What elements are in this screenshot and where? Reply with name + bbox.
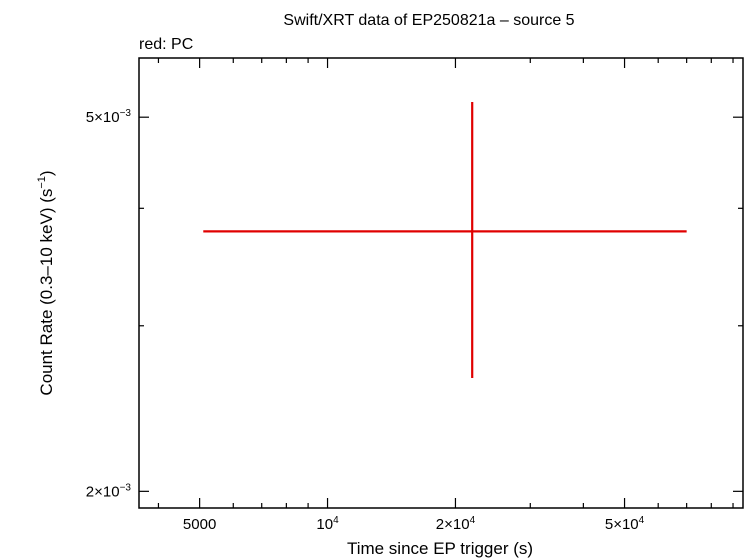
y-tick-label: 5×10−3 [86, 108, 132, 126]
y-axis-label: Count Rate (0.3–10 keV) (s−1) [36, 170, 56, 395]
axis-tick-labels: 5000 104 2×104 5×104 2×10−3 5×10−3 [86, 108, 645, 533]
x-tick-label: 5000 [183, 516, 216, 533]
chart-title: Swift/XRT data of EP250821a – source 5 [283, 12, 574, 29]
plot-frame [138, 57, 744, 509]
axis-ticks [139, 58, 743, 508]
x-tick-label: 104 [316, 515, 339, 533]
x-axis-label: Time since EP trigger (s) [347, 539, 533, 558]
y-tick-label: 2×10−3 [86, 482, 132, 500]
data-marks [203, 101, 687, 378]
x-tick-label: 2×104 [436, 515, 476, 533]
x-tick-label: 5×104 [605, 515, 645, 533]
chart-subtitle: red: PC [139, 36, 193, 53]
